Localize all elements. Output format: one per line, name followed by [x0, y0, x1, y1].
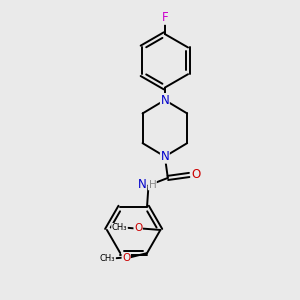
Text: F: F — [161, 11, 168, 24]
Text: H: H — [148, 180, 156, 190]
Text: O: O — [191, 169, 200, 182]
Text: N: N — [160, 94, 169, 106]
Text: O: O — [134, 223, 142, 233]
Text: N: N — [138, 178, 146, 191]
Text: O: O — [122, 253, 130, 263]
Text: CH₃: CH₃ — [112, 224, 127, 232]
Text: N: N — [160, 150, 169, 163]
Text: CH₃: CH₃ — [100, 254, 115, 263]
